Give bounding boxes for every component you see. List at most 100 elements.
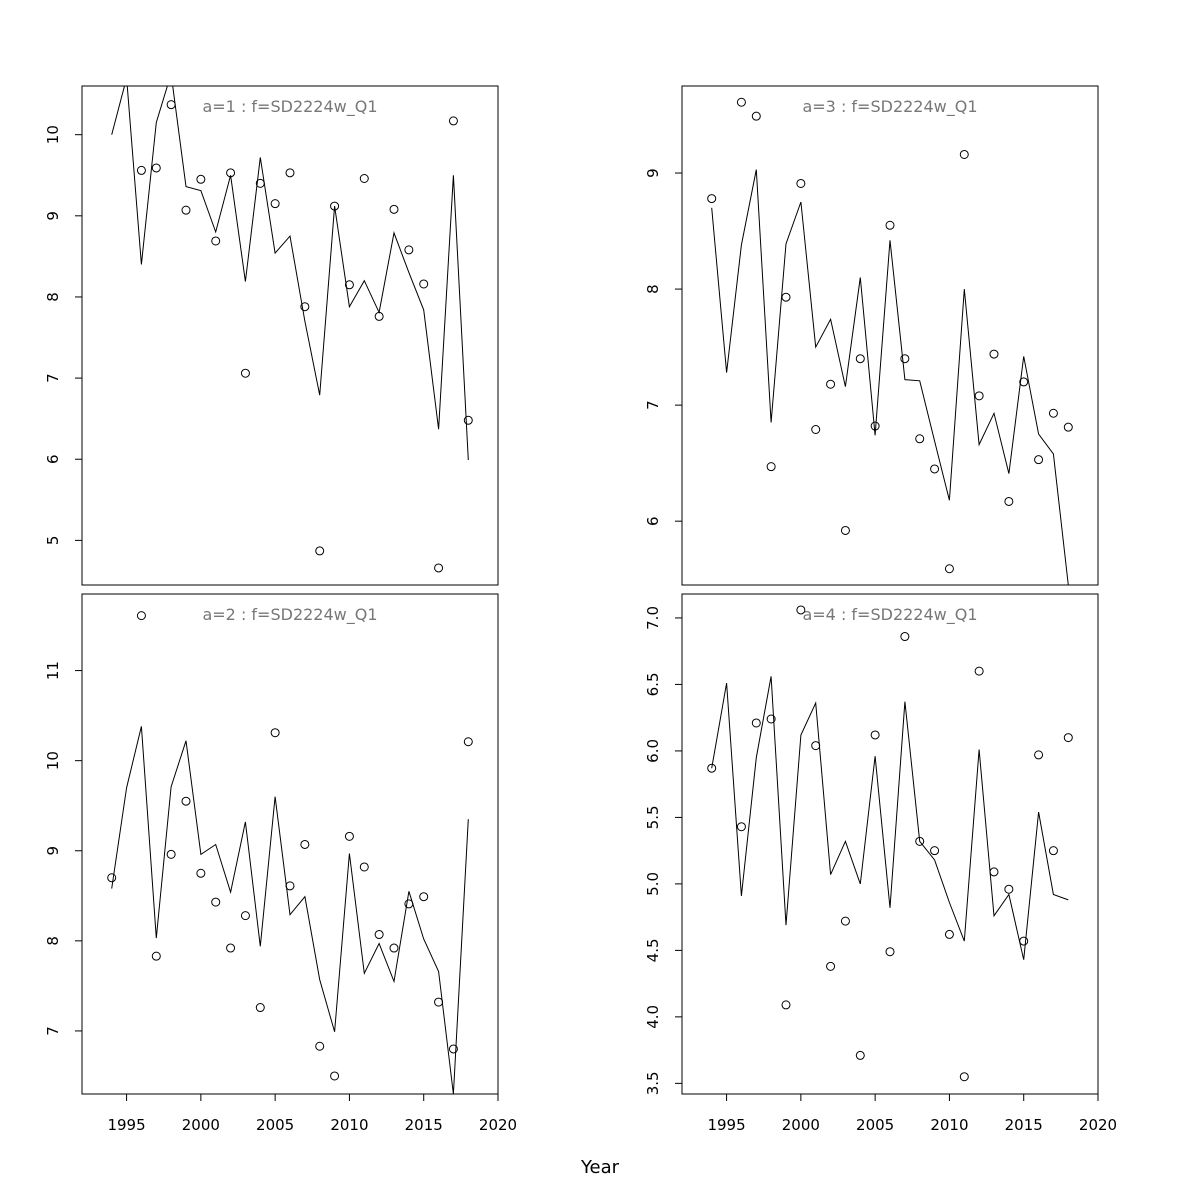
- observed-point: [389, 943, 399, 953]
- observed-point: [315, 1041, 325, 1051]
- panel-title: a=4 : f=SD2224w_Q1: [802, 605, 977, 625]
- x-tick-label: 1995: [707, 1116, 745, 1134]
- y-tick-label: 6.5: [644, 672, 662, 696]
- y-tick-label: 4.5: [644, 938, 662, 962]
- y-tick-label: 4.0: [644, 1005, 662, 1029]
- observed-point: [751, 718, 761, 728]
- x-tick-label: 2010: [330, 1116, 368, 1134]
- observed-point: [300, 302, 310, 312]
- panel-4: a=4 : f=SD2224w_Q1 3.5 4.0 4.5 5.0 5.5 6.0 6.5 7…: [644, 593, 1117, 1134]
- observed-point: [840, 916, 850, 926]
- panel-title: a=1 : f=SD2224w_Q1: [202, 97, 377, 117]
- x-tick-label: 1995: [107, 1116, 145, 1134]
- y-tick-label: 7: [44, 1026, 62, 1036]
- y-tick-label: 6: [44, 454, 62, 464]
- observed-point: [404, 245, 414, 255]
- observed-point: [855, 354, 865, 364]
- observed-point: [151, 951, 161, 961]
- observed-point: [1004, 884, 1014, 894]
- panel-1: a=1 : f=SD2224w_Q1 5 6 7 8 9 10: [44, 85, 499, 586]
- observed-point: [166, 100, 176, 110]
- y-tick-label: 9: [44, 846, 62, 856]
- observed-point: [359, 862, 369, 872]
- x-tick-label: 2020: [1079, 1116, 1117, 1134]
- y-tick-label: 7.0: [644, 606, 662, 630]
- y-tick-label: 7: [644, 400, 662, 410]
- observed-point: [1019, 377, 1029, 387]
- observed-point: [1048, 846, 1058, 856]
- observed-point: [1034, 750, 1044, 760]
- observed-point: [374, 930, 384, 940]
- y-tick-label: 10: [44, 751, 62, 770]
- observed-point: [826, 961, 836, 971]
- observed-point: [766, 462, 776, 472]
- observed-point: [826, 379, 836, 389]
- observed-point: [781, 1000, 791, 1010]
- observed-point: [151, 163, 161, 173]
- data-marks: [111, 86, 473, 573]
- observed-point: [300, 839, 310, 849]
- y-tick-label: 10: [44, 125, 62, 144]
- x-tick-label: 2015: [1005, 1116, 1043, 1134]
- observed-point: [463, 415, 473, 425]
- y-tick-label: 6.0: [644, 739, 662, 763]
- panel-title: a=3 : f=SD2224w_Q1: [802, 97, 977, 117]
- observed-point: [434, 997, 444, 1007]
- observed-point: [707, 194, 717, 204]
- observed-point: [1063, 422, 1073, 432]
- observed-point: [211, 897, 221, 907]
- panel-3: a=2 : f=SD2224w_Q1 7 8 9 10 11 1995 2000 2005 201…: [44, 593, 517, 1134]
- observed-point: [226, 168, 236, 178]
- observed-point: [374, 311, 384, 321]
- panel-2: a=3 : f=SD2224w_Q1 6 7 8 9: [644, 85, 1099, 586]
- observed-point: [285, 168, 295, 178]
- observed-point: [885, 947, 895, 957]
- observed-point: [181, 796, 191, 806]
- x-tick-label: 2020: [479, 1116, 517, 1134]
- observed-point: [959, 149, 969, 159]
- fitted-line: [711, 169, 1069, 585]
- panel-title: a=2 : f=SD2224w_Q1: [202, 605, 377, 625]
- observed-point: [240, 368, 250, 378]
- observed-point: [915, 836, 925, 846]
- observed-point: [255, 1003, 265, 1013]
- x-tick-label: 2005: [256, 1116, 294, 1134]
- observed-point: [270, 199, 280, 209]
- y-tick-label: 7: [44, 373, 62, 383]
- observed-point: [136, 165, 146, 175]
- observed-point: [196, 174, 206, 184]
- observed-point: [1019, 936, 1029, 946]
- observed-point: [766, 714, 776, 724]
- fitted-line: [111, 86, 469, 461]
- observed-point: [419, 892, 429, 902]
- observed-point: [930, 464, 940, 474]
- observed-point: [885, 220, 895, 230]
- observed-point: [255, 178, 265, 188]
- observed-point: [330, 1071, 340, 1081]
- observed-point: [974, 666, 984, 676]
- plot-frame: [81, 593, 499, 1095]
- observed-point: [344, 831, 354, 841]
- observed-point: [270, 728, 280, 738]
- observed-point: [707, 763, 717, 773]
- observed-point: [900, 632, 910, 642]
- observed-point: [240, 911, 250, 921]
- observed-point: [1063, 733, 1073, 743]
- observed-point: [751, 111, 761, 121]
- observed-point: [840, 525, 850, 535]
- observed-point: [359, 173, 369, 183]
- observed-point: [315, 546, 325, 556]
- observed-point: [434, 563, 444, 573]
- observed-point: [1034, 455, 1044, 465]
- fitted-line: [111, 726, 469, 1094]
- observed-point: [419, 279, 429, 289]
- y-tick-label: 5: [44, 536, 62, 546]
- observed-point: [944, 564, 954, 574]
- observed-point: [166, 849, 176, 859]
- observed-point: [107, 873, 117, 883]
- observed-point: [448, 1044, 458, 1054]
- data-marks: [707, 97, 1073, 585]
- plot-frame: [81, 85, 499, 586]
- y-tick-label: 11: [44, 661, 62, 680]
- fitted-line: [711, 676, 1069, 960]
